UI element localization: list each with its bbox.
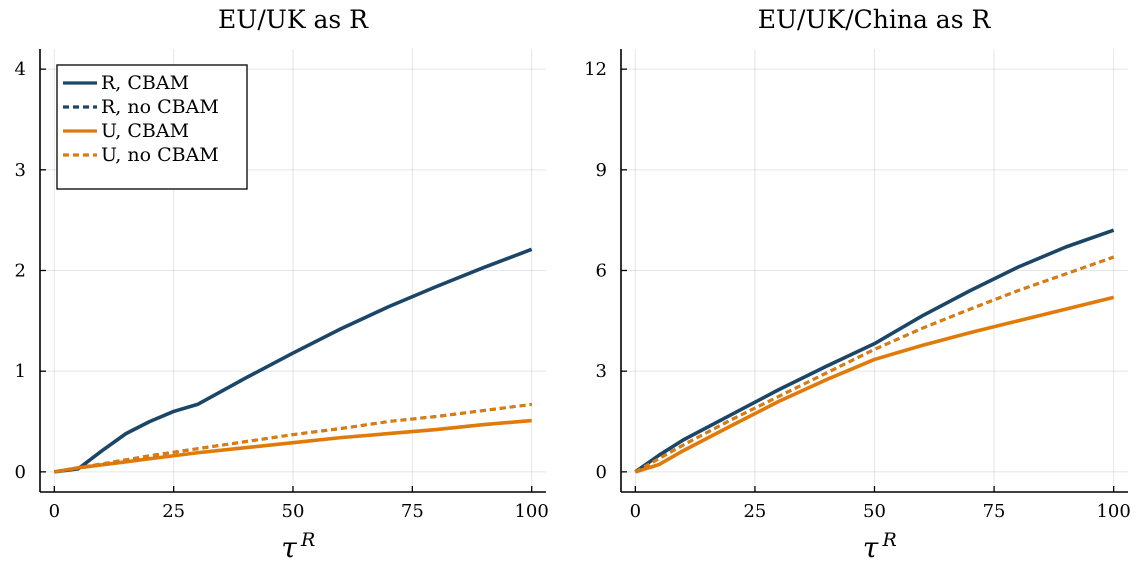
y-tick-label: 3 [596,361,607,382]
y-tick-label: 12 [584,59,607,80]
x-tick-label: 50 [863,501,886,522]
chart-title-left: EU/UK as R [218,5,369,34]
y-tick-label: 1 [15,361,26,382]
x-tick-label: 0 [630,501,641,522]
x-axis-label-superscript: R [882,529,897,551]
legend-label: R, CBAM [101,72,189,94]
x-tick-label: 75 [983,501,1006,522]
chart-title-right: EU/UK/China as R [758,5,992,34]
series-line-r-cbam [634,228,1115,474]
y-tick-label: 0 [15,462,26,483]
x-tick-label: 100 [1096,501,1130,522]
x-axis-label: τ [281,531,297,564]
x-tick-label: 0 [49,501,60,522]
series-line-u-no-cbam [634,255,1115,474]
y-tick-label: 2 [15,261,26,282]
series-line-u-no-cbam [54,402,532,474]
y-tick-label: 0 [596,462,607,483]
chart-panel-right: EU/UK/China as R 0 25 50 75 100 0 3 6 9 12 τ R [584,5,1131,564]
series-line-u-cbam [634,295,1115,474]
series-line-r-cbam [54,247,533,474]
x-tick-label: 50 [282,501,305,522]
x-tick-label: 25 [162,501,185,522]
x-tick-label: 75 [401,501,424,522]
y-tick-label: 6 [596,261,607,282]
y-tick-label: 3 [15,160,26,181]
legend-label: R, no CBAM [101,96,219,118]
legend-label: U, CBAM [101,120,189,142]
x-tick-label: 25 [743,501,766,522]
legend-label: U, no CBAM [101,144,219,166]
x-axis-label-superscript: R [300,529,315,551]
y-tick-label: 9 [596,160,607,181]
y-tick-label: 4 [15,59,26,80]
x-axis-label: τ [863,531,879,564]
legend-box [56,64,248,190]
x-tick-label: 100 [514,501,548,522]
